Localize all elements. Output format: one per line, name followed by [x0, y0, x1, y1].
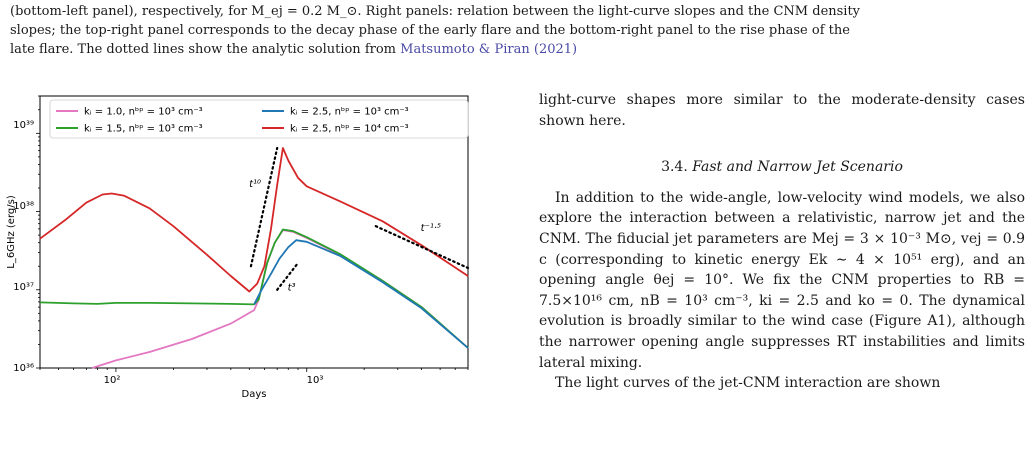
y-tick-label-1e38: 10³⁸: [13, 201, 34, 212]
paragraph-3: The light curves of the jet-CNM interact…: [555, 375, 941, 392]
x-axis-label: Days: [242, 389, 267, 400]
y-tick-label-1e36: 10³⁶: [13, 363, 34, 374]
x-tick-label-1e3: 10³: [307, 375, 324, 386]
series-lines: [39, 147, 469, 369]
right-text-column: light-curve shapes more similar to the m…: [539, 90, 1025, 394]
series-line-4: [39, 147, 469, 293]
legend-label-s2: kᵢ = 1.5, nᵇᵖ = 10³ cm⁻³: [84, 124, 203, 135]
y-tick-label-1e39: 10³⁹: [13, 120, 34, 131]
paragraph-2: In addition to the wide-angle, low-veloc…: [539, 188, 1025, 373]
axis-ticks: [36, 95, 469, 372]
p2-text-d: k ∼ 4 × 10⁵¹ erg), and an opening angle …: [539, 251, 1025, 289]
legend-label-s1: kᵢ = 1.0, nᵇᵖ = 10³ cm⁻³: [84, 107, 203, 118]
slope-annotations: t¹⁰ t³ t⁻¹·⁵: [249, 146, 470, 293]
p2-text-c: ej = 0.9 c (corresponding to kinetic ene…: [539, 230, 1025, 268]
series-line-1: [91, 229, 469, 369]
citation-link[interactable]: Matsumoto & Piran (2021): [400, 42, 578, 57]
p2-text-i: o = 0. The dynamical evolution is broadl…: [539, 292, 1025, 330]
y-axis-label: L_6GHz (erg/s): [6, 195, 17, 269]
slope-guide-2: [276, 261, 300, 291]
slope-label-3: t⁻¹·⁵: [421, 223, 441, 234]
p2-text-j: ), although the narrower opening angle s…: [539, 313, 1025, 371]
series-line-3: [253, 239, 469, 349]
legend-label-s3: kᵢ = 2.5, nᵇᵖ = 10³ cm⁻³: [290, 107, 409, 118]
paragraph-1: light-curve shapes more similar to the m…: [539, 92, 1025, 129]
caption-line-3-text: late flare. The dotted lines show the an…: [10, 42, 396, 57]
caption-line-3: late flare. The dotted lines show the an…: [10, 40, 1025, 59]
x-tick-label-1e2: 10²: [104, 375, 121, 386]
section-number: 3.4.: [661, 159, 688, 176]
p2-text-f: B = 7.5×10¹⁶ cm, n: [539, 272, 1025, 309]
p2-text-h: i = 2.5 and k: [767, 292, 867, 309]
slope-label-1: t¹⁰: [249, 179, 261, 190]
p2-text-e: ej = 10°. We fix the CNM properties to R: [661, 272, 994, 289]
series-line-2: [39, 228, 469, 349]
figure-caption: (bottom-left panel), respectively, for M…: [10, 2, 1025, 59]
section-title: Fast and Narrow Jet Scenario: [692, 159, 903, 176]
legend-box: [49, 99, 469, 139]
light-curve-figure: t¹⁰ t³ t⁻¹·⁵ 10³⁶ 10³⁷ 10³⁸ 10³⁹ 10² 10³ D…: [0, 90, 510, 456]
section-heading: 3.4. Fast and Narrow Jet Scenario: [539, 157, 1025, 178]
slope-guide-3: [374, 225, 470, 270]
caption-line-2: slopes; the top-right panel corresponds …: [10, 23, 850, 38]
y-tick-label-1e37: 10³⁷: [13, 282, 34, 293]
p2-text-b: ej = 3 × 10⁻³ M⊙, v: [826, 230, 969, 247]
caption-line-1: (bottom-left panel), respectively, for M…: [10, 4, 861, 19]
legend: kᵢ = 1.0, nᵇᵖ = 10³ cm⁻³ kᵢ = 1.5, nᵇᵖ =…: [49, 99, 469, 139]
light-curve-chart: t¹⁰ t³ t⁻¹·⁵ 10³⁶ 10³⁷ 10³⁸ 10³⁹ 10² 10³ D…: [6, 95, 470, 400]
slope-label-2: t³: [288, 282, 296, 293]
p2-text-g: B = 10³ cm⁻³, k: [649, 292, 768, 309]
plot-frame: [39, 95, 469, 369]
p2-text-a: In addition to the wide-angle, low-veloc…: [539, 189, 1025, 247]
legend-label-s4: kᵢ = 2.5, nᵇᵖ = 10⁴ cm⁻³: [290, 124, 409, 135]
slope-guide-1: [249, 146, 279, 268]
figure-a1-link[interactable]: A1: [927, 313, 947, 330]
